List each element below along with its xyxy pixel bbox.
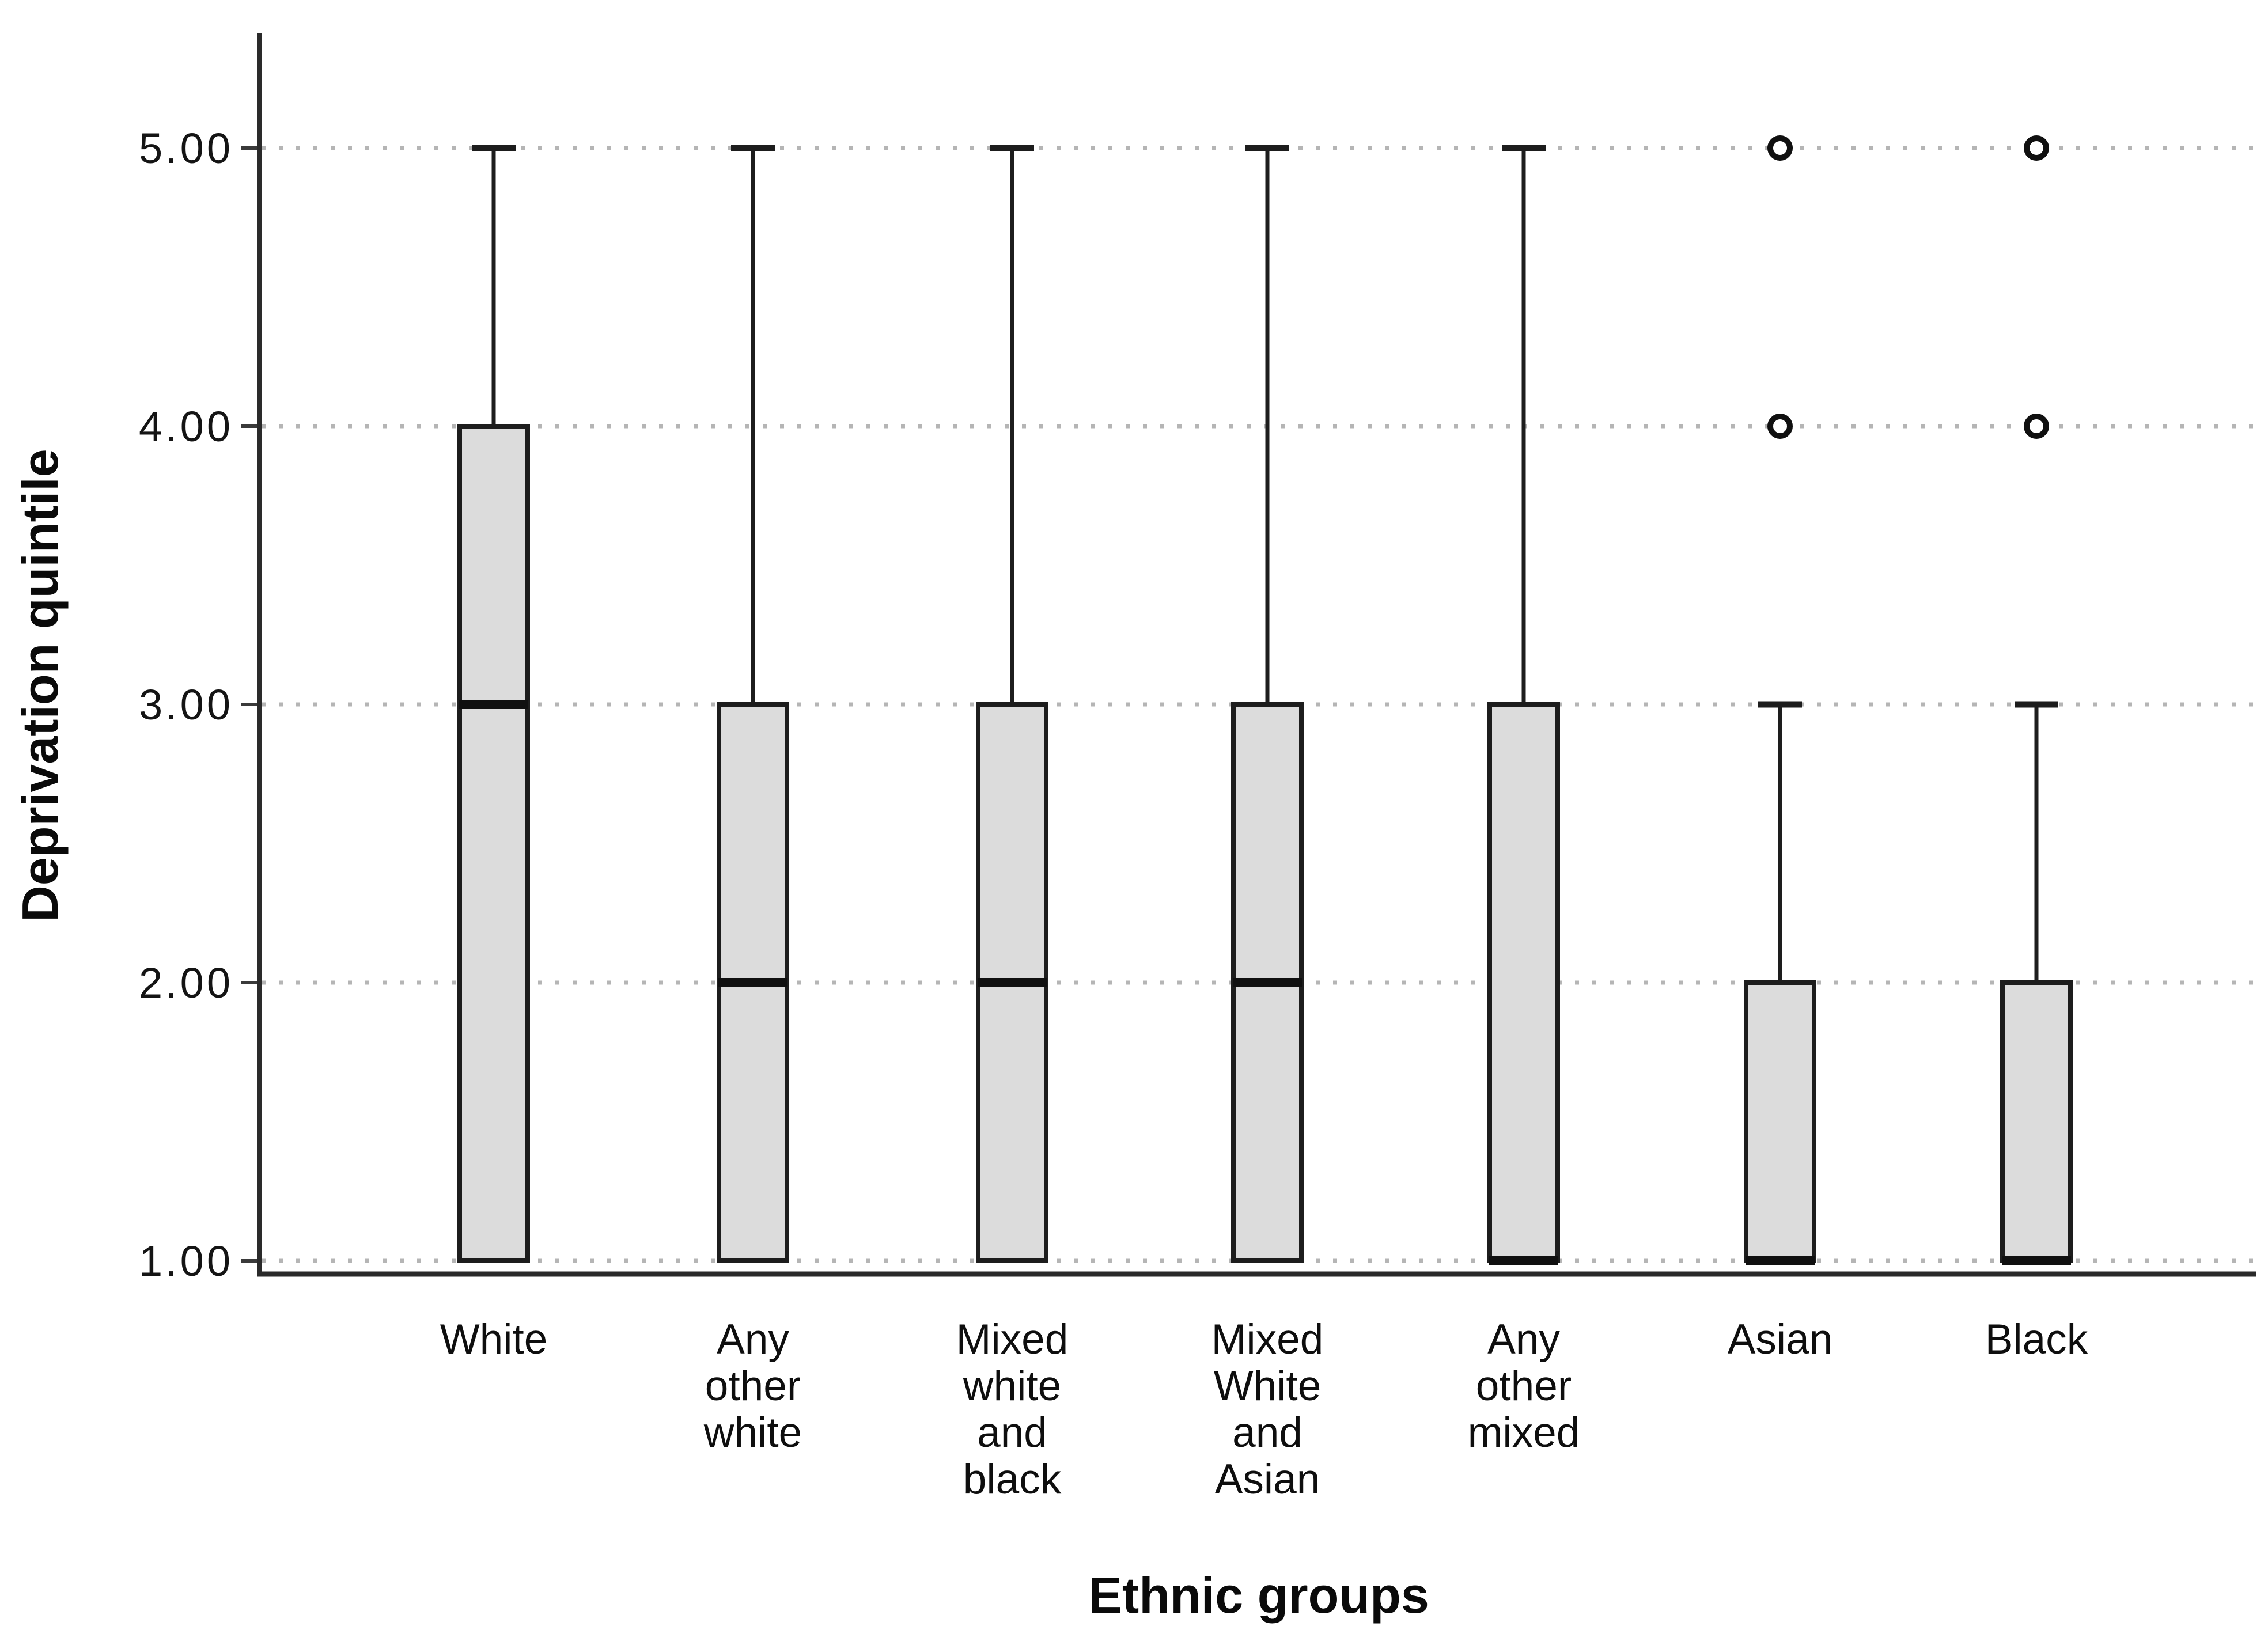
y-tick-label-2.00: 2.00 xyxy=(139,959,233,1007)
y-axis-title: Deprivation quintile xyxy=(12,449,69,922)
category-label-any-other-white: Any other white xyxy=(703,1316,802,1456)
box-group-black xyxy=(2000,135,2073,1265)
outlier-black-5 xyxy=(2024,135,2049,161)
category-label-asian: Asian xyxy=(1728,1316,1833,1363)
label-layer: 5.00 4.00 3.00 2.00 1.00 White Any other white Mi… xyxy=(139,124,2088,1503)
box-layer xyxy=(457,135,2073,1265)
box-group-asian xyxy=(1744,135,1816,1265)
category-label-white: White xyxy=(440,1316,548,1363)
category-label-any-other-mixed: Any other mixed xyxy=(1468,1316,1580,1456)
y-tick-label-5.00: 5.00 xyxy=(139,124,233,172)
iqr-box-white xyxy=(457,424,530,1263)
category-label-mixed-white-and-black: Mixed white and black xyxy=(956,1316,1069,1503)
y-tick-label-3.00: 3.00 xyxy=(139,681,233,729)
iqr-box-black xyxy=(2000,980,2073,1263)
x-axis-title: Ethnic groups xyxy=(1088,1567,1429,1624)
category-label-black: Black xyxy=(1985,1316,2088,1363)
outlier-black-4 xyxy=(2024,414,2049,439)
box-group-mixed-white-and-asian xyxy=(1231,145,1304,1263)
y-tick-label-4.00: 4.00 xyxy=(139,403,233,450)
box-group-white xyxy=(457,145,530,1263)
y-tick-label-1.00: 1.00 xyxy=(139,1237,233,1285)
category-label-mixed-white-and-asian: Mixed White and Asian xyxy=(1211,1316,1324,1503)
box-group-any-other-mixed xyxy=(1487,145,1560,1265)
box-group-mixed-white-and-black xyxy=(976,145,1048,1263)
axis-layer xyxy=(241,33,2256,1277)
outlier-asian-4 xyxy=(1767,414,1793,439)
iqr-box-any-other-mixed xyxy=(1487,702,1560,1263)
outlier-asian-5 xyxy=(1767,135,1793,161)
box-group-any-other-white xyxy=(717,145,789,1263)
iqr-box-asian xyxy=(1744,980,1816,1263)
